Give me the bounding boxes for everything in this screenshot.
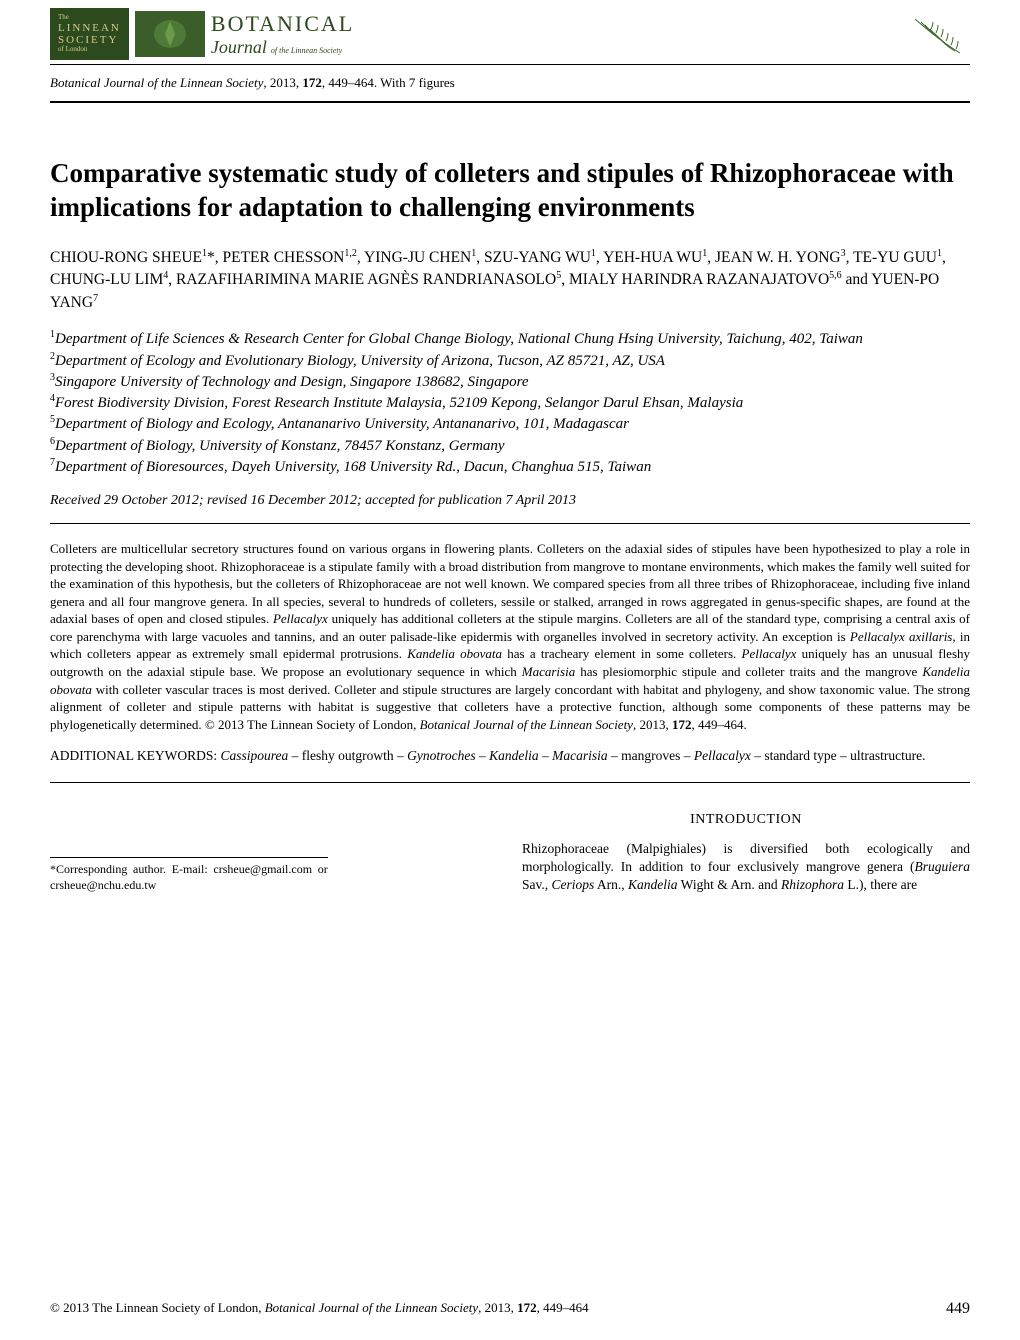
footer-rest: , 2013, bbox=[478, 1300, 517, 1315]
logo-line2: LINNEAN bbox=[58, 22, 121, 34]
society-crest-icon bbox=[135, 11, 205, 57]
logo-group: The LINNEAN SOCIETY of London BOTANICAL … bbox=[50, 8, 354, 60]
citation-pages: , 449–464. With 7 figures bbox=[322, 75, 455, 90]
affil-7: 7Department of Bioresources, Dayeh Unive… bbox=[50, 456, 970, 477]
body-columns: *Corresponding author. E-mail: crsheue@g… bbox=[50, 811, 970, 895]
authors-list: CHIOU-RONG SHEUE1*, PETER CHESSON1,2, YI… bbox=[50, 247, 970, 315]
logo-line4: of London bbox=[58, 46, 121, 54]
affil-1: 1Department of Life Sciences & Research … bbox=[50, 328, 970, 349]
page-number: 449 bbox=[946, 1300, 970, 1318]
journal-brand-line1: BOTANICAL bbox=[211, 11, 354, 37]
footer-journal: Botanical Journal of the Linnean Society bbox=[265, 1300, 478, 1315]
footer-pages: , 449–464 bbox=[537, 1300, 589, 1315]
citation-line: Botanical Journal of the Linnean Society… bbox=[0, 65, 1020, 97]
footer-volume: 172 bbox=[517, 1300, 537, 1315]
article-title: Comparative systematic study of colleter… bbox=[50, 157, 970, 225]
abstract-container: Colleters are multicellular secretory st… bbox=[50, 523, 970, 783]
footer-copy-text: © 2013 The Linnean Society of London, bbox=[50, 1300, 265, 1315]
intro-paragraph: Rhizophoraceae (Malpighiales) is diversi… bbox=[522, 840, 970, 895]
affiliations: 1Department of Life Sciences & Research … bbox=[50, 328, 970, 477]
affil-4: 4Forest Biodiversity Division, Forest Re… bbox=[50, 392, 970, 413]
main-content: Comparative systematic study of colleter… bbox=[0, 157, 1020, 895]
section-heading-introduction: INTRODUCTION bbox=[522, 811, 970, 830]
right-column: INTRODUCTION Rhizophoraceae (Malpighiale… bbox=[522, 811, 970, 895]
footer-copyright: © 2013 The Linnean Society of London, Bo… bbox=[50, 1300, 589, 1318]
citation-volume: 172 bbox=[302, 75, 322, 90]
journal-brand-line3: of the Linnean Society bbox=[271, 46, 342, 55]
journal-brand: BOTANICAL Journal of the Linnean Society bbox=[211, 11, 354, 58]
corresponding-author: *Corresponding author. E-mail: crsheue@g… bbox=[50, 857, 328, 893]
citation-year: , 2013, bbox=[263, 75, 302, 90]
title-divider-top bbox=[50, 101, 970, 103]
additional-keywords: ADDITIONAL KEYWORDS: Cassipourea – flesh… bbox=[50, 747, 970, 766]
journal-header: The LINNEAN SOCIETY of London BOTANICAL … bbox=[0, 0, 1020, 64]
citation-journal: Botanical Journal of the Linnean Society bbox=[50, 75, 263, 90]
affil-6: 6Department of Biology, University of Ko… bbox=[50, 435, 970, 456]
fern-icon bbox=[900, 11, 970, 57]
page-footer: © 2013 The Linnean Society of London, Bo… bbox=[50, 1300, 970, 1318]
abstract-text: Colleters are multicellular secretory st… bbox=[50, 540, 970, 733]
logo-line1: The bbox=[58, 14, 121, 22]
affil-2: 2Department of Ecology and Evolutionary … bbox=[50, 350, 970, 371]
left-column: *Corresponding author. E-mail: crsheue@g… bbox=[50, 811, 498, 895]
received-dates: Received 29 October 2012; revised 16 Dec… bbox=[50, 493, 970, 509]
affil-5: 5Department of Biology and Ecology, Anta… bbox=[50, 413, 970, 434]
journal-brand-line2: Journal bbox=[211, 37, 267, 57]
linnean-society-logo: The LINNEAN SOCIETY of London bbox=[50, 8, 129, 60]
affil-3: 3Singapore University of Technology and … bbox=[50, 371, 970, 392]
